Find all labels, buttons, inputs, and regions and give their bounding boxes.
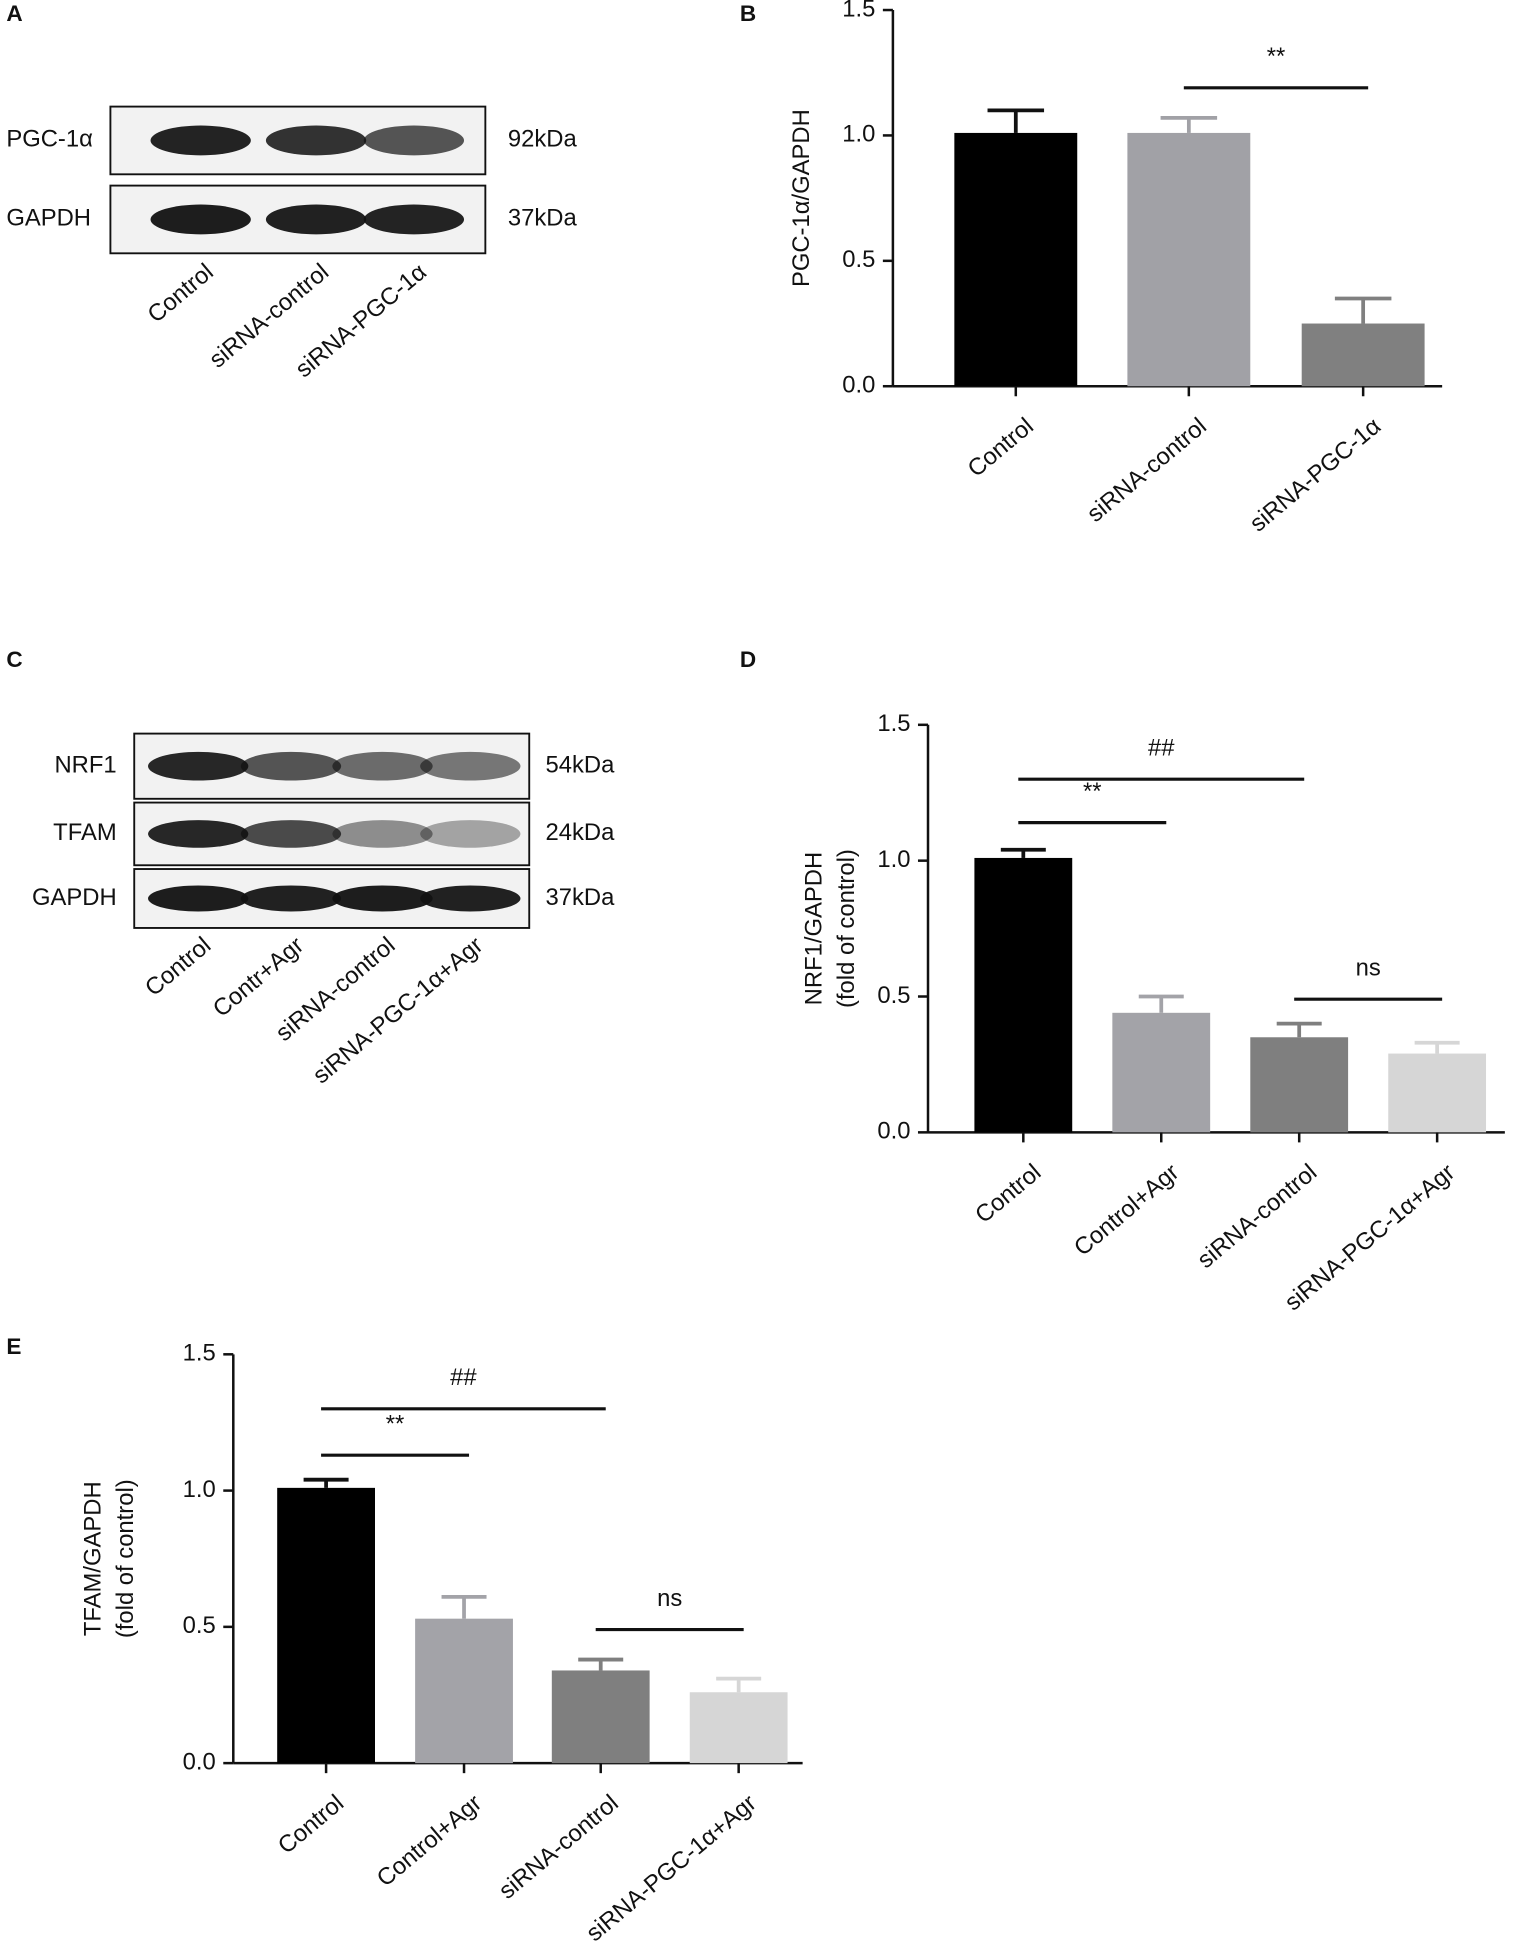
- x-tick-label: Control+Agr: [372, 1789, 487, 1892]
- x-tick-label: siRNA-control: [1192, 1159, 1322, 1274]
- blot-band: [148, 820, 249, 848]
- y-tick-label: 1.0: [842, 121, 875, 148]
- blot-band: [363, 125, 465, 156]
- y-axis-label: PGC-1α/GAPDH: [788, 109, 815, 287]
- blot-band: [332, 820, 433, 848]
- blot-band: [240, 885, 342, 912]
- bar: [1112, 1012, 1211, 1133]
- y-axis-label: TFAM/GAPDH: [79, 1481, 106, 1636]
- row-label: GAPDH: [6, 205, 91, 232]
- panel-letter: E: [6, 1334, 21, 1359]
- bar: [1301, 323, 1425, 387]
- y-tick-label: 1.0: [183, 1476, 216, 1503]
- y-tick-label: 0.0: [877, 1118, 910, 1145]
- panel-letter: B: [740, 1, 756, 26]
- blot-band: [240, 820, 342, 848]
- y-tick-label: 0.5: [842, 246, 875, 273]
- significance-label: **: [1267, 43, 1286, 70]
- significance-label: ns: [657, 1585, 682, 1612]
- blot-band: [363, 204, 465, 235]
- blot-band: [420, 885, 521, 912]
- y-axis-label: (fold of control): [833, 849, 860, 1008]
- row-label: TFAM: [53, 819, 117, 846]
- y-tick-label: 1.0: [877, 846, 910, 873]
- lane-label: siRNA-PGC-1α+Agr: [308, 932, 489, 1090]
- blot-band: [240, 751, 342, 781]
- x-tick-label: siRNA-control: [1082, 413, 1212, 528]
- y-tick-label: 1.5: [842, 0, 875, 22]
- y-axis-label: (fold of control): [112, 1479, 139, 1638]
- size-label: 37kDa: [508, 205, 578, 232]
- significance-label: **: [1083, 778, 1102, 805]
- significance-label: ns: [1356, 954, 1381, 981]
- blot-band: [420, 751, 521, 781]
- panel-letter: A: [6, 1, 22, 26]
- bar: [954, 132, 1078, 387]
- row-label: PGC-1α: [6, 126, 93, 153]
- blot-band: [332, 885, 433, 912]
- blot-band: [150, 204, 251, 235]
- blot-band: [150, 125, 251, 156]
- row-label: NRF1: [54, 751, 116, 778]
- x-tick-label: Control+Agr: [1069, 1159, 1184, 1262]
- bar: [1127, 132, 1251, 387]
- size-label: 54kDa: [546, 751, 616, 778]
- size-label: 24kDa: [546, 819, 616, 846]
- y-tick-label: 0.5: [183, 1612, 216, 1639]
- x-tick-label: siRNA-PGC-1α: [1245, 412, 1387, 537]
- x-tick-label: siRNA-control: [494, 1789, 624, 1904]
- x-tick-label: Control: [273, 1789, 349, 1859]
- panel-letter: C: [6, 647, 22, 672]
- bar: [1250, 1037, 1349, 1133]
- blot-band: [265, 204, 367, 235]
- significance-label: **: [386, 1410, 405, 1437]
- x-tick-label: Control: [963, 413, 1039, 483]
- y-tick-label: 1.5: [877, 710, 910, 737]
- x-tick-label: Control: [970, 1159, 1046, 1229]
- blot-band: [148, 751, 249, 781]
- bar: [974, 857, 1073, 1133]
- blot-band: [265, 125, 367, 156]
- y-tick-label: 0.5: [877, 982, 910, 1009]
- row-label: GAPDH: [32, 884, 117, 911]
- blot-band: [148, 885, 249, 912]
- size-label: 37kDa: [546, 884, 616, 911]
- panel-letter: D: [740, 647, 756, 672]
- y-tick-label: 1.5: [183, 1340, 216, 1367]
- lane-label: Control: [140, 932, 216, 1002]
- blot-band: [332, 751, 433, 781]
- lane-label: Control: [142, 258, 218, 328]
- size-label: 92kDa: [508, 126, 578, 153]
- bar: [415, 1618, 513, 1764]
- bar: [689, 1692, 788, 1764]
- y-axis-label: NRF1/GAPDH: [800, 852, 827, 1005]
- significance-label: ##: [450, 1364, 477, 1391]
- bar: [551, 1670, 650, 1764]
- bar: [1388, 1053, 1487, 1133]
- y-tick-label: 0.0: [183, 1748, 216, 1775]
- significance-label: ##: [1148, 734, 1175, 761]
- y-tick-label: 0.0: [842, 372, 875, 399]
- bar: [277, 1487, 375, 1764]
- blot-band: [420, 820, 521, 848]
